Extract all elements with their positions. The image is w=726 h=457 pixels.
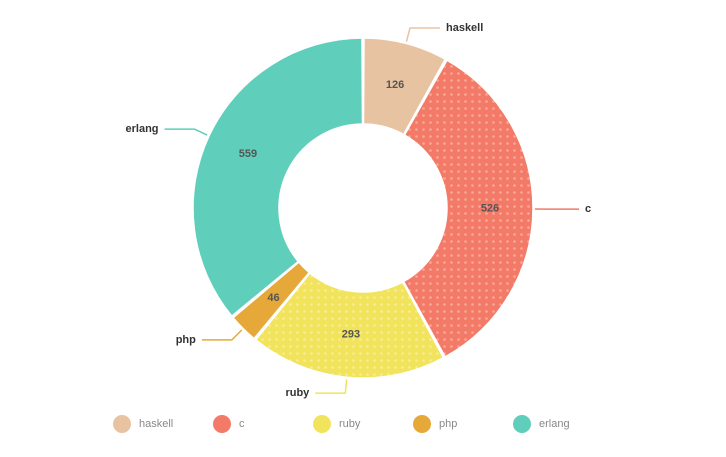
value-label: 126 [386, 79, 404, 91]
legend-item[interactable]: ruby [313, 415, 361, 433]
legend-label[interactable]: c [239, 418, 245, 430]
legend-item[interactable]: php [413, 415, 457, 433]
legend-item[interactable]: erlang [513, 415, 570, 433]
leader-line [405, 27, 440, 42]
legend-swatch[interactable] [113, 415, 131, 433]
legend-label[interactable]: php [439, 418, 457, 430]
legend-swatch[interactable] [513, 415, 531, 433]
plot-area: 126 haskell 526 c 293 ruby 46 php 559 erlang [126, 22, 592, 399]
legend-label[interactable]: ruby [339, 418, 361, 430]
legend-item[interactable]: haskell [113, 415, 173, 433]
slice-label: erlang [126, 123, 159, 135]
value-label: 293 [342, 328, 360, 340]
leader-line [315, 379, 348, 394]
value-label: 526 [481, 203, 499, 215]
slice-label: ruby [285, 387, 310, 399]
value-label: 46 [267, 292, 279, 304]
legend-swatch[interactable] [413, 415, 431, 433]
leader-line [201, 329, 243, 341]
slice [192, 37, 364, 317]
leader-line [164, 128, 208, 136]
slice-label: haskell [446, 22, 483, 34]
legend-label[interactable]: haskell [139, 418, 173, 430]
legend-swatch[interactable] [313, 415, 331, 433]
slice-label: c [585, 203, 591, 215]
legend-swatch[interactable] [213, 415, 231, 433]
value-label: 559 [239, 148, 257, 160]
legend-item[interactable]: c [213, 415, 245, 433]
slice [402, 59, 534, 358]
legend-label[interactable]: erlang [539, 418, 570, 430]
slice [232, 261, 310, 340]
slice-label: php [176, 334, 196, 346]
legend: haskell c ruby php erlang [113, 415, 570, 433]
